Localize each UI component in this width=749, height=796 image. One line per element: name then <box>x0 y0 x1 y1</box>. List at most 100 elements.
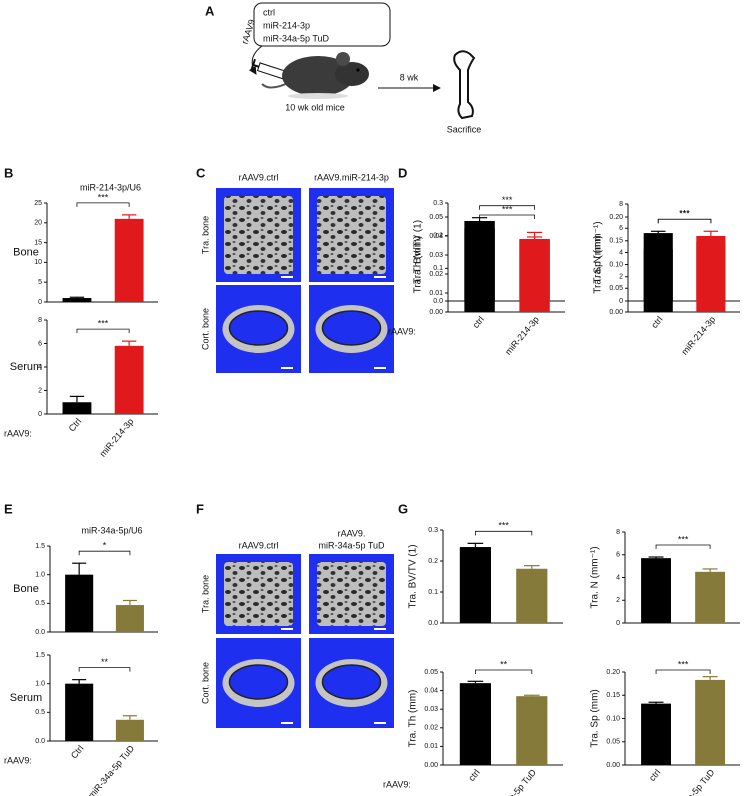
bar <box>62 298 92 302</box>
significance-bracket <box>657 218 712 224</box>
group-label: miR-214-3p <box>263 20 310 30</box>
y-tick-label: 0.02 <box>424 725 438 732</box>
significance-label: *** <box>502 204 513 214</box>
significance-label: *** <box>502 195 513 205</box>
row-label: Tra. bone <box>200 575 210 613</box>
y-tick-label: 0.05 <box>609 285 623 292</box>
bar <box>696 236 726 312</box>
y-axis-label: Tra. N (mm⁻¹) <box>590 546 601 608</box>
y-tick-label: 0.10 <box>606 715 620 722</box>
row-label: Cort. bone <box>200 308 210 350</box>
y-tick-label: 0.03 <box>424 706 438 713</box>
significance-bracket <box>655 669 711 674</box>
y-tick-label: 0.0 <box>433 298 443 305</box>
row-label: Serum <box>10 692 42 704</box>
significance-bracket <box>78 550 131 556</box>
y-tick-label: 0 <box>38 299 42 306</box>
y-tick-label: 0.00 <box>609 309 623 316</box>
column-header: rAAV9.miR-214-3p <box>314 172 389 182</box>
bar <box>516 696 548 765</box>
panel-label: D <box>398 165 407 180</box>
group-label: ctrl <box>263 7 275 17</box>
trabecular-bone <box>317 562 386 626</box>
significance-label: *** <box>498 521 509 531</box>
y-tick-label: 0.00 <box>606 762 620 769</box>
y-tick-label: 0.01 <box>424 743 438 750</box>
bar <box>65 683 94 741</box>
y-tick-label: 0.05 <box>429 214 443 221</box>
y-tick-label: 1.0 <box>35 681 45 688</box>
panel-label: E <box>4 501 13 516</box>
y-tick-label: 8 <box>38 317 42 324</box>
y-tick-label: 4 <box>38 364 42 371</box>
bar <box>516 568 548 623</box>
group-label: miR-34a-5p TuD <box>263 33 330 43</box>
y-tick-label: 8 <box>619 201 623 208</box>
bone-icon <box>453 50 476 120</box>
y-axis-label: Tra. BV/TV (1) <box>413 220 424 284</box>
y-tick-label: 0.04 <box>424 687 438 694</box>
y-tick-label: 4 <box>619 249 623 256</box>
y-tick-label: 2 <box>616 597 620 604</box>
group-label: rAAV9: <box>4 755 32 765</box>
bar <box>643 249 673 312</box>
marrow-cavity <box>228 664 289 700</box>
group-label: rAAV9: <box>388 326 416 336</box>
row-label: Tra. bone <box>200 216 210 254</box>
marrow-cavity <box>321 310 382 346</box>
significance-bracket <box>655 544 711 550</box>
y-tick-label: 1.0 <box>35 572 45 579</box>
y-tick-label: 0.0 <box>428 620 438 627</box>
y-tick-label: 2 <box>619 274 623 281</box>
y-tick-label: 20 <box>34 220 42 227</box>
y-axis-label: Tra. Sp (mm) <box>590 689 601 748</box>
significance-label: *** <box>679 209 690 219</box>
significance-label: *** <box>98 192 109 202</box>
y-tick-label: 2 <box>38 387 42 394</box>
duration-label: 8 wk <box>400 72 419 82</box>
trabecular-bone <box>224 562 293 626</box>
x-tick-label: miR-34a-5p TuD <box>488 767 538 796</box>
y-tick-label: 0.02 <box>429 271 443 278</box>
significance-label: *** <box>98 319 109 329</box>
significance-bracket <box>657 218 712 224</box>
y-tick-label: 6 <box>38 340 42 347</box>
x-tick-label: miR-34a-5p TuD <box>666 767 716 796</box>
y-tick-label: 0.3 <box>428 527 438 534</box>
injection-arrow <box>248 45 263 75</box>
y-tick-label: 1.5 <box>35 543 45 550</box>
x-tick-label: miR-214-3p <box>679 314 717 356</box>
column-header: miR-34a-5p TuD <box>318 540 385 550</box>
bar-chart: 0.0 0.5 1.0 1.5 Ctrl miR-34a-5p TuD ** Serum rAA… <box>4 652 158 796</box>
bar-chart: 0 2 4 6 8 Ctrl miR-214-3p *** Serum rAAV9: <box>4 317 158 459</box>
significance-bracket <box>475 530 533 536</box>
bar-chart: 0.00 0.01 0.02 0.03 0.04 0.05 ctrl miR-214-3p **… <box>388 204 565 357</box>
bar-chart: 0.00 0.01 0.02 0.03 0.04 0.05 ctrl miR-34a-5p T… <box>383 659 563 796</box>
bar <box>695 679 726 765</box>
significance-label: ** <box>500 659 508 669</box>
y-tick-label: 0.04 <box>429 233 443 240</box>
significance-label: *** <box>679 209 690 219</box>
x-tick-label: miR-214-3p <box>503 314 541 356</box>
y-tick-label: 5 <box>38 279 42 286</box>
y-tick-label: 0.5 <box>35 709 45 716</box>
y-axis-label: Tra. BV/TV (1) <box>408 544 419 608</box>
y-tick-label: 0.1 <box>428 589 438 596</box>
y-tick-label: 0.20 <box>606 669 620 676</box>
significance-label: *** <box>678 659 689 669</box>
significance-bracket <box>76 328 130 334</box>
bar <box>459 683 491 765</box>
y-tick-label: 4 <box>616 574 620 581</box>
column-header: rAAV9. <box>338 528 366 538</box>
group-label: rAAV9: <box>4 428 32 438</box>
x-tick-label: miR-34a-5p TuD <box>86 743 136 796</box>
bar <box>65 574 94 632</box>
significance-bracket <box>479 214 535 219</box>
significance-label: ** <box>101 657 109 667</box>
significance-bracket <box>475 669 533 674</box>
y-tick-label: 0.10 <box>609 261 623 268</box>
group-box <box>253 2 391 47</box>
y-tick-label: 0.0 <box>35 629 45 636</box>
y-tick-label: 8 <box>616 529 620 536</box>
x-tick-label: ctrl <box>647 767 662 783</box>
